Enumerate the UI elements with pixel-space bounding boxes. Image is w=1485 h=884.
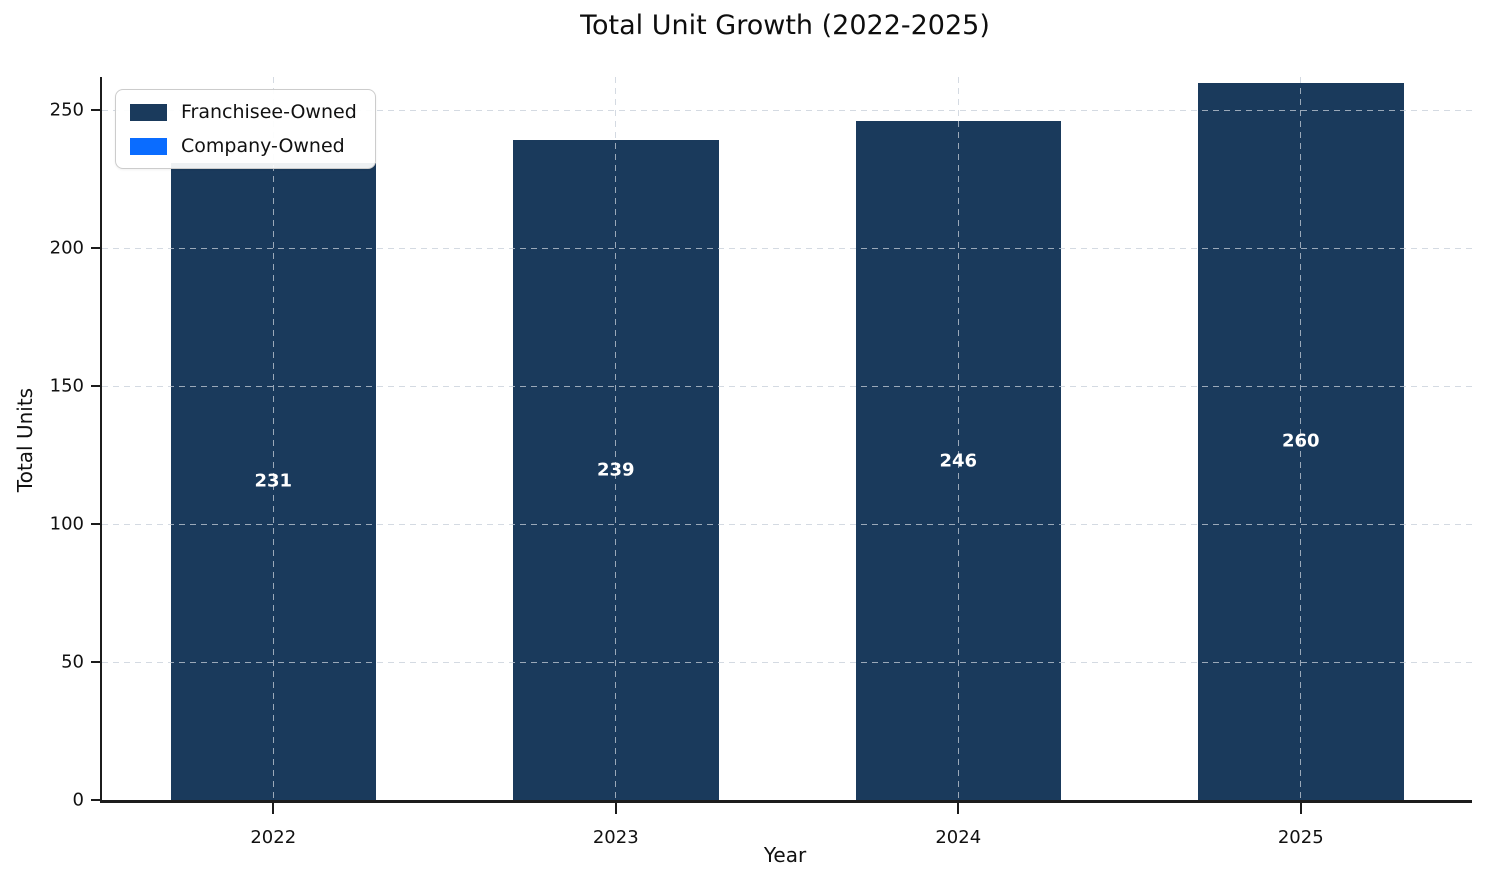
bar-value-label: 260: [1281, 430, 1320, 452]
y-tick-mark: [91, 799, 100, 801]
bar-value-label: 239: [596, 459, 635, 481]
x-tick-mark: [1299, 803, 1302, 814]
legend-swatch-icon: [130, 137, 167, 155]
y-tick-mark: [91, 661, 100, 664]
bar-value-label: 246: [939, 450, 978, 472]
legend-label: Company-Owned: [181, 135, 345, 157]
legend-swatch-icon: [130, 103, 167, 121]
x-axis-title: Year: [763, 843, 807, 867]
chart-title: Total Unit Growth (2022-2025): [580, 10, 990, 41]
y-tick-label: 0: [72, 789, 84, 811]
x-tick-mark: [614, 803, 617, 814]
y-tick-mark: [91, 385, 100, 388]
legend-item: Company-Owned: [130, 135, 357, 157]
y-tick-label: 150: [49, 375, 84, 397]
legend-item: Franchisee-Owned: [130, 101, 357, 123]
y-axis-title: Total Units: [13, 387, 37, 493]
y-tick-mark: [91, 523, 100, 526]
plot-area: Franchisee-Owned Company-Owned 0 50 100 150 2…: [50, 77, 1472, 848]
x-tick-mark: [957, 803, 960, 814]
legend: Franchisee-Owned Company-Owned: [115, 89, 376, 169]
legend-label: Franchisee-Owned: [181, 101, 357, 123]
x-tick-label: 2025: [1277, 827, 1324, 848]
y-tick-label: 100: [49, 513, 84, 535]
y-tick-label: 50: [61, 651, 84, 673]
bar-value-label: 231: [254, 470, 293, 492]
y-tick-label: 250: [49, 99, 84, 121]
x-tick-label: 2024: [935, 827, 982, 848]
x-tick-label: 2023: [592, 827, 639, 848]
x-tick-mark: [272, 803, 275, 814]
y-tick-mark: [91, 247, 100, 250]
y-tick-mark: [91, 109, 100, 112]
y-tick-label: 200: [49, 237, 84, 259]
x-tick-label: 2022: [250, 827, 297, 848]
